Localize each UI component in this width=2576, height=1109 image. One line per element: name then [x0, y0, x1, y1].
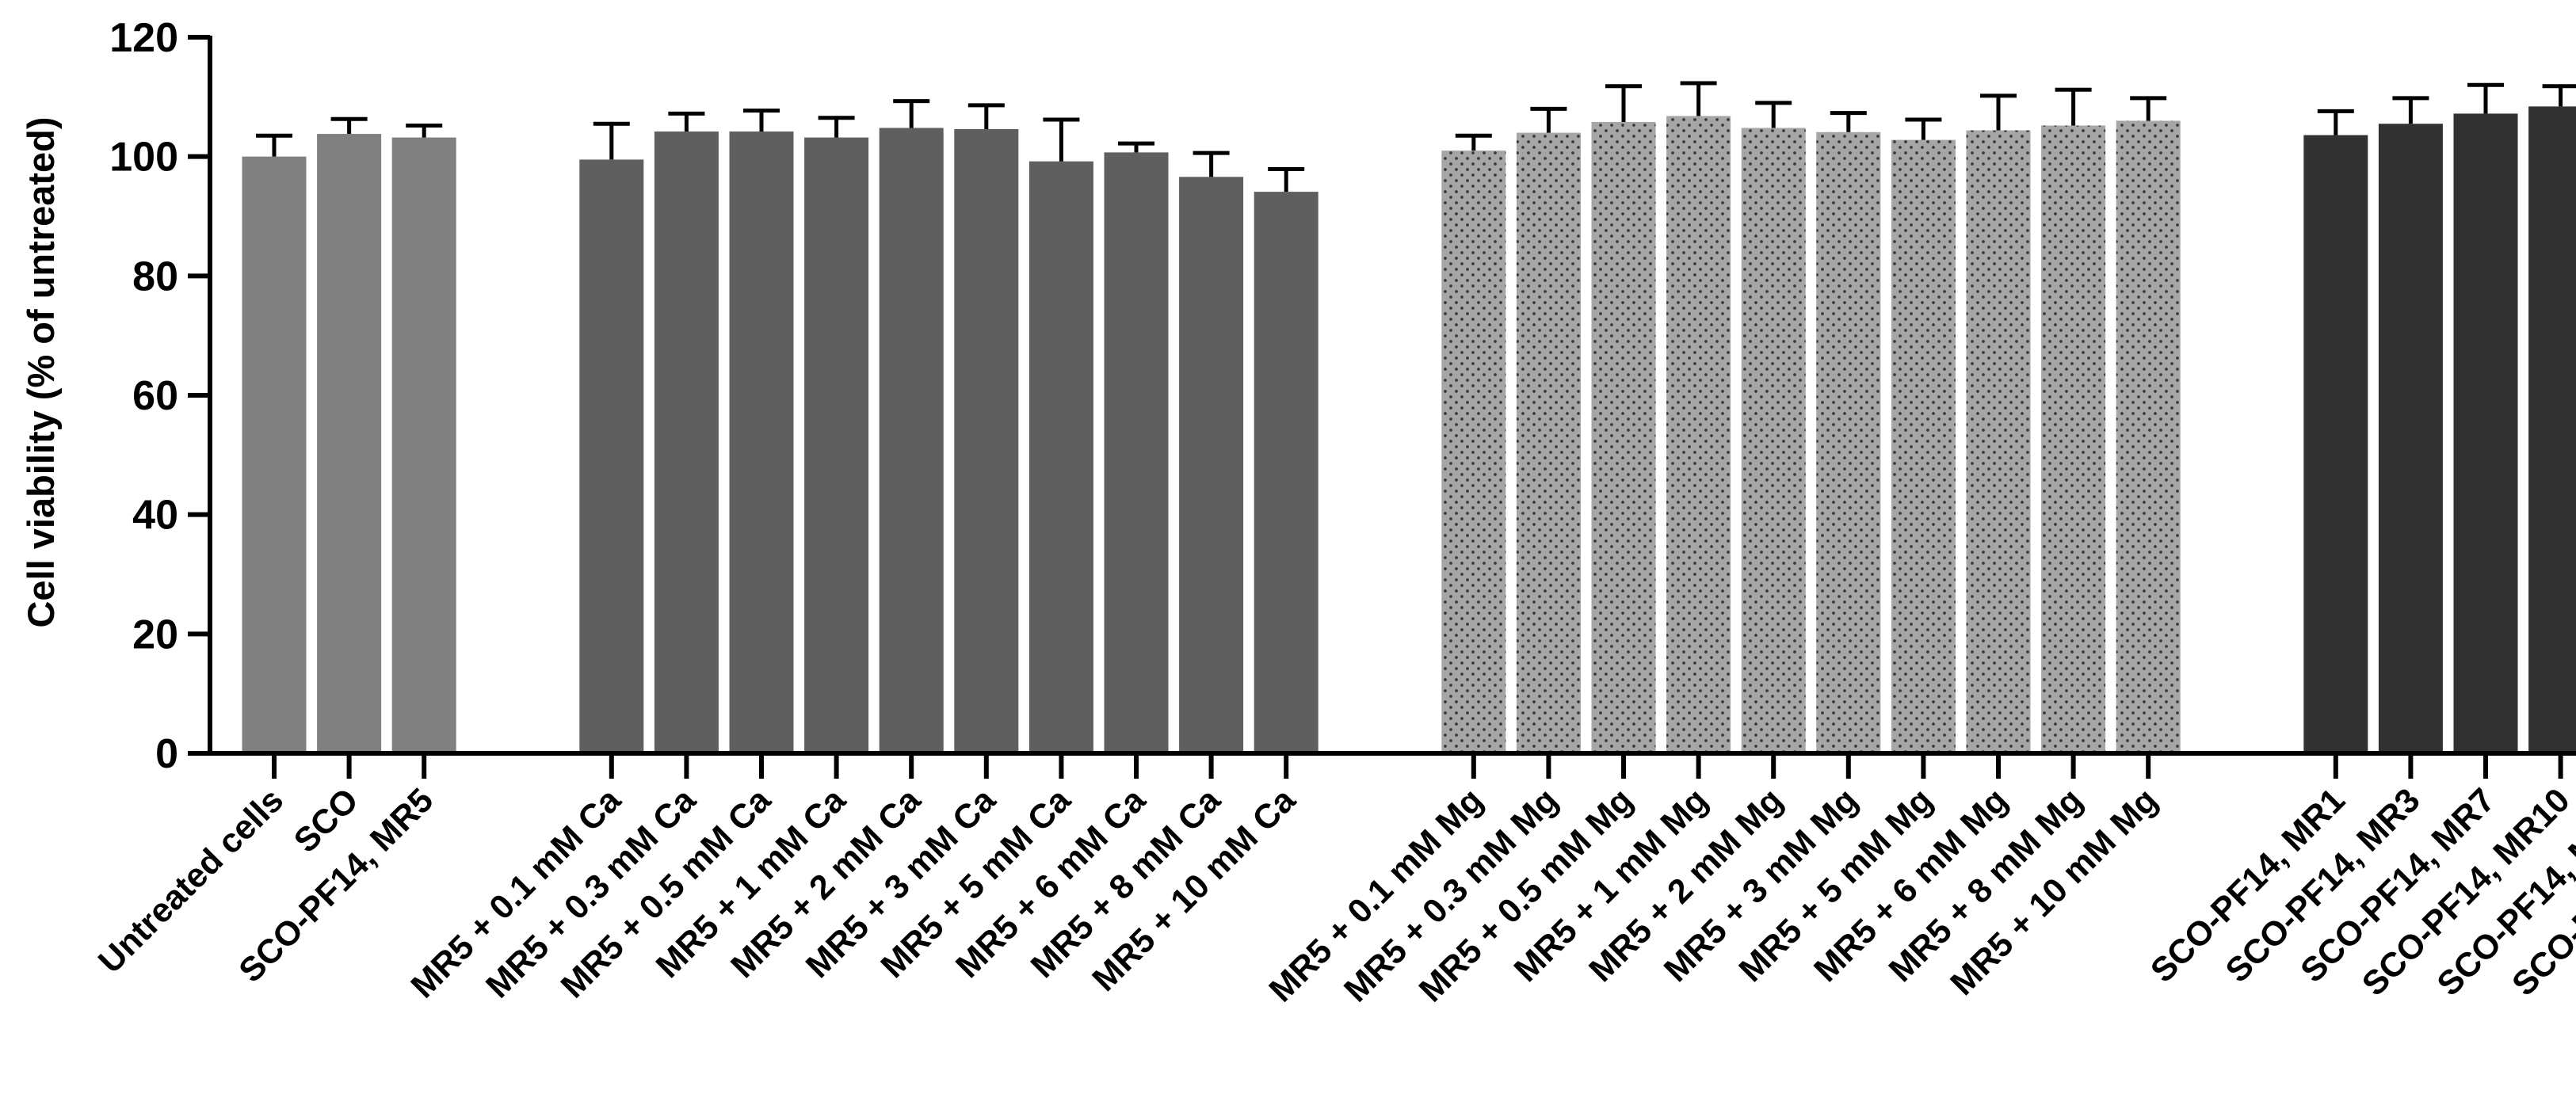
bar [1591, 121, 1656, 753]
bar [954, 129, 1019, 754]
bar [1104, 152, 1169, 754]
bars-layer [242, 81, 2576, 754]
bar [729, 131, 794, 753]
y-axis-title: Cell viability (% of untreated) [20, 116, 62, 627]
bar [1666, 116, 1731, 753]
y-tick-label: 100 [109, 135, 178, 181]
bar [2453, 113, 2518, 754]
y-tick-label: 120 [109, 15, 178, 61]
bar [654, 131, 719, 753]
bar [1028, 161, 1093, 753]
bar [2528, 106, 2576, 754]
bar [1891, 139, 1956, 753]
bar [2041, 125, 2106, 753]
bar [579, 159, 644, 753]
bar [242, 156, 307, 753]
axes-layer [188, 35, 2576, 779]
bar [1741, 128, 1806, 754]
bar [1441, 151, 1506, 754]
bar [879, 128, 944, 754]
bar [1966, 130, 2031, 753]
bar [2303, 135, 2368, 754]
bar [1179, 177, 1244, 753]
bar [317, 134, 382, 754]
bar [2116, 120, 2181, 753]
y-tick-label: 80 [132, 253, 178, 299]
y-tick-label: 40 [132, 493, 178, 539]
y-tick-label: 0 [155, 731, 178, 777]
bar [1816, 131, 1881, 753]
bar [391, 137, 456, 753]
bar [1516, 132, 1581, 754]
bar [2378, 124, 2443, 753]
bar [1254, 192, 1319, 753]
y-tick-label: 60 [132, 373, 178, 419]
bar [804, 137, 869, 753]
y-tick-label: 20 [132, 612, 178, 657]
